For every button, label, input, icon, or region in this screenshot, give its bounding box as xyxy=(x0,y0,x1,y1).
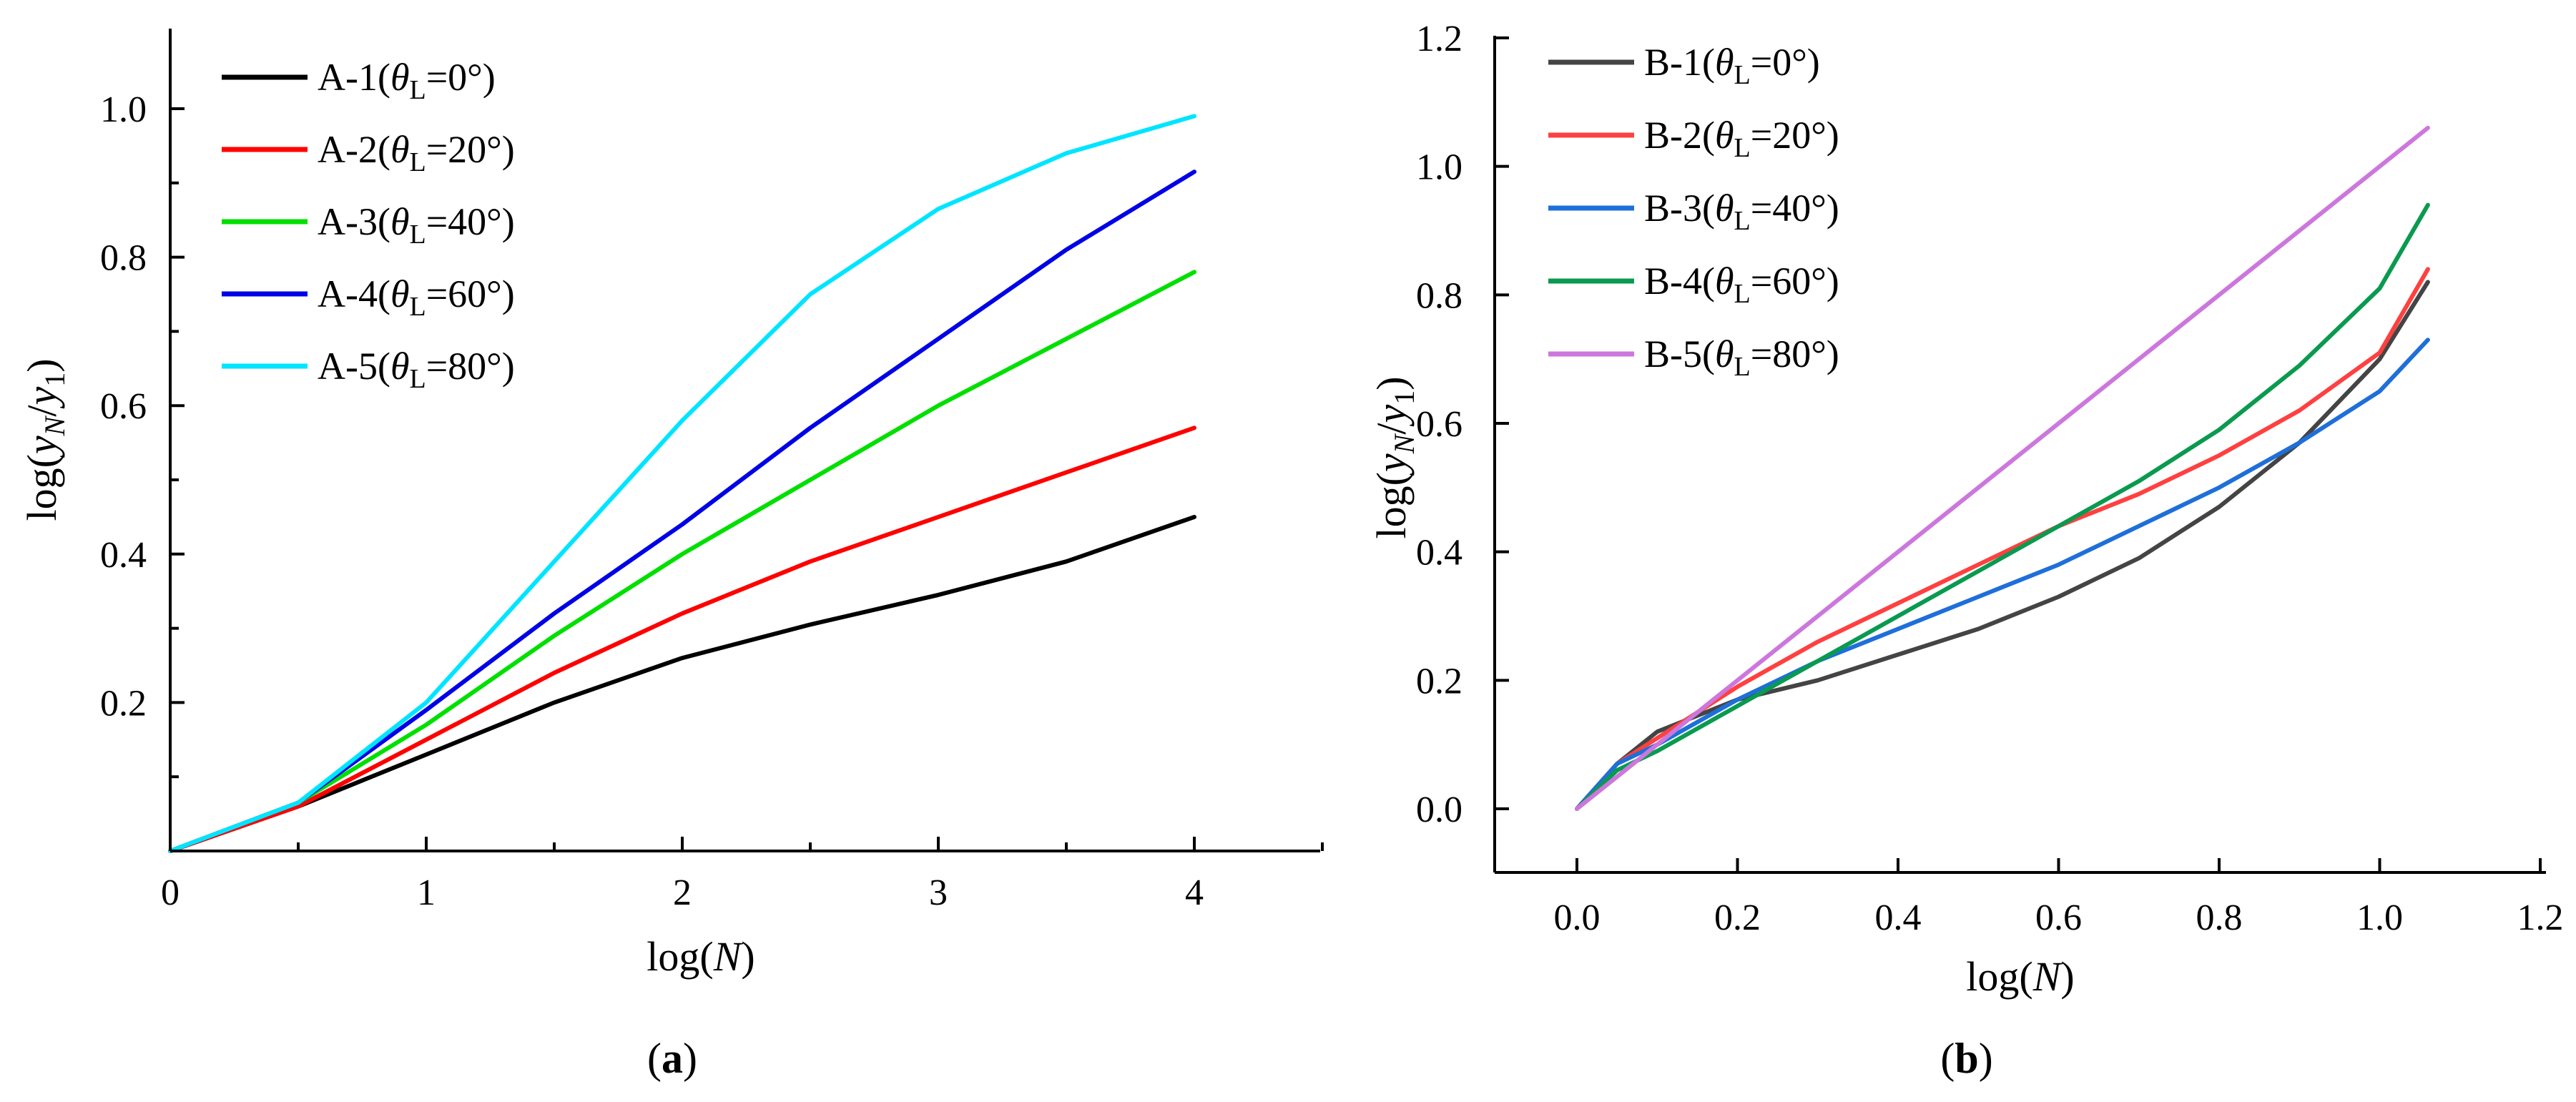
x-tick-label: 2 xyxy=(673,872,692,913)
x-tick-label: 0.6 xyxy=(2035,897,2082,938)
y-tick-label: 0.8 xyxy=(1416,275,1462,316)
panel-b-series-layer xyxy=(1575,125,2430,811)
x-tick-label: 0.2 xyxy=(1714,897,1761,938)
panel-a-x-axis-title: log(N) xyxy=(647,933,754,980)
x-tick-label: 0.0 xyxy=(1554,897,1601,938)
legend-label: B-2(θL=20°) xyxy=(1644,114,1839,163)
y-tick-label: 0.4 xyxy=(1416,533,1462,574)
legend-label: A-4(θL=60°) xyxy=(318,272,515,322)
legend-label: B-4(θL=60°) xyxy=(1644,260,1839,309)
y-tick-label: 0.6 xyxy=(100,386,147,427)
y-tick-label: 0.6 xyxy=(1416,404,1462,445)
legend-item-a-1: A-1(θL=0°) xyxy=(222,56,496,105)
legend-label: B-5(θL=80°) xyxy=(1644,333,1839,382)
series-line-b-2 xyxy=(1575,267,2430,811)
legend-item-b-1: B-1(θL=0°) xyxy=(1548,41,1820,90)
panel-a-label-letter: a xyxy=(662,1035,683,1082)
legend-item-b-5: B-5(θL=80°) xyxy=(1548,333,1839,382)
series-line-a-5 xyxy=(168,114,1196,853)
legend-item-b-4: B-4(θL=60°) xyxy=(1548,260,1839,309)
legend-item-a-2: A-2(θL=20°) xyxy=(222,128,515,177)
panel-b-label: (b) xyxy=(1940,1035,1992,1082)
legend-label: A-2(θL=20°) xyxy=(318,128,515,177)
x-tick-label: 1 xyxy=(417,872,436,913)
panel-b-x-ticks: 0.0 0.2 0.4 0.6 0.8 1.0 1.2 xyxy=(1554,858,2564,938)
y-tick-label: 0.2 xyxy=(100,683,147,724)
panel-b-x-axis-title: log(N) xyxy=(1966,953,2074,1000)
x-tick-label: 3 xyxy=(929,872,948,913)
chart-panel-a: 0 1 2 3 4 0.2 0.4 0.6 0.8 1.0 A-1(θL=0°) A-2(θL=2… xyxy=(19,29,1324,1082)
y-tick-label: 0.8 xyxy=(100,238,147,279)
y-tick-label: 0.4 xyxy=(100,535,147,576)
legend-item-a-3: A-3(θL=40°) xyxy=(222,200,515,250)
x-tick-label: 4 xyxy=(1185,872,1204,913)
panel-b-y-ticks: 0.0 0.2 0.4 0.6 0.8 1.0 1.2 xyxy=(1416,19,1509,830)
panel-a-series-layer xyxy=(168,114,1196,853)
y-tick-label: 1.0 xyxy=(1416,147,1462,188)
x-tick-label: 1.2 xyxy=(2517,897,2564,938)
y-tick-label: 0.0 xyxy=(1416,789,1462,830)
legend-label: B-1(θL=0°) xyxy=(1644,41,1820,90)
x-tick-label: 0.4 xyxy=(1875,897,1922,938)
panel-a-x-ticks: 0 1 2 3 4 xyxy=(161,837,1324,913)
legend-label: A-1(θL=0°) xyxy=(318,56,496,105)
panel-a-legend: A-1(θL=0°) A-2(θL=20°) A-3(θL=40°) A-4(θL=6… xyxy=(222,56,515,394)
y-tick-label: 0.2 xyxy=(1416,661,1462,702)
panel-a-y-axis-title: log(yN/y1) xyxy=(19,358,71,521)
legend-item-b-3: B-3(θL=40°) xyxy=(1548,187,1839,236)
panel-a-y-ticks: 0.2 0.4 0.6 0.8 1.0 xyxy=(100,89,185,779)
x-tick-label: 1.0 xyxy=(2356,897,2403,938)
y-tick-label: 1.0 xyxy=(100,89,147,130)
legend-label: A-3(θL=40°) xyxy=(318,200,515,250)
series-line-a-3 xyxy=(168,270,1196,853)
series-line-b-4 xyxy=(1575,202,2430,811)
x-tick-label: 0.8 xyxy=(2196,897,2243,938)
panel-b-y-axis-title: log(yN/y1) xyxy=(1368,376,1420,538)
chart-panel-b: 0.0 0.2 0.4 0.6 0.8 1.0 1.2 0.0 0.2 0.4 0.6 0.8 1.0… xyxy=(1368,19,2564,1082)
panel-a-label: (a) xyxy=(647,1035,697,1082)
x-tick-label: 0 xyxy=(161,872,180,913)
legend-item-a-4: A-4(θL=60°) xyxy=(222,272,515,322)
legend-item-b-2: B-2(θL=20°) xyxy=(1548,114,1839,163)
series-line-a-1 xyxy=(168,514,1196,853)
panel-b-label-letter: b xyxy=(1955,1035,1978,1082)
legend-item-a-5: A-5(θL=80°) xyxy=(222,345,515,394)
y-tick-label: 1.2 xyxy=(1416,19,1462,59)
panel-b-legend: B-1(θL=0°) B-2(θL=20°) B-3(θL=40°) B-4(θL=6… xyxy=(1548,41,1839,382)
legend-label: B-3(θL=40°) xyxy=(1644,187,1839,236)
legend-label: A-5(θL=80°) xyxy=(318,345,515,394)
series-line-a-2 xyxy=(168,425,1196,853)
series-line-b-5 xyxy=(1575,125,2430,811)
